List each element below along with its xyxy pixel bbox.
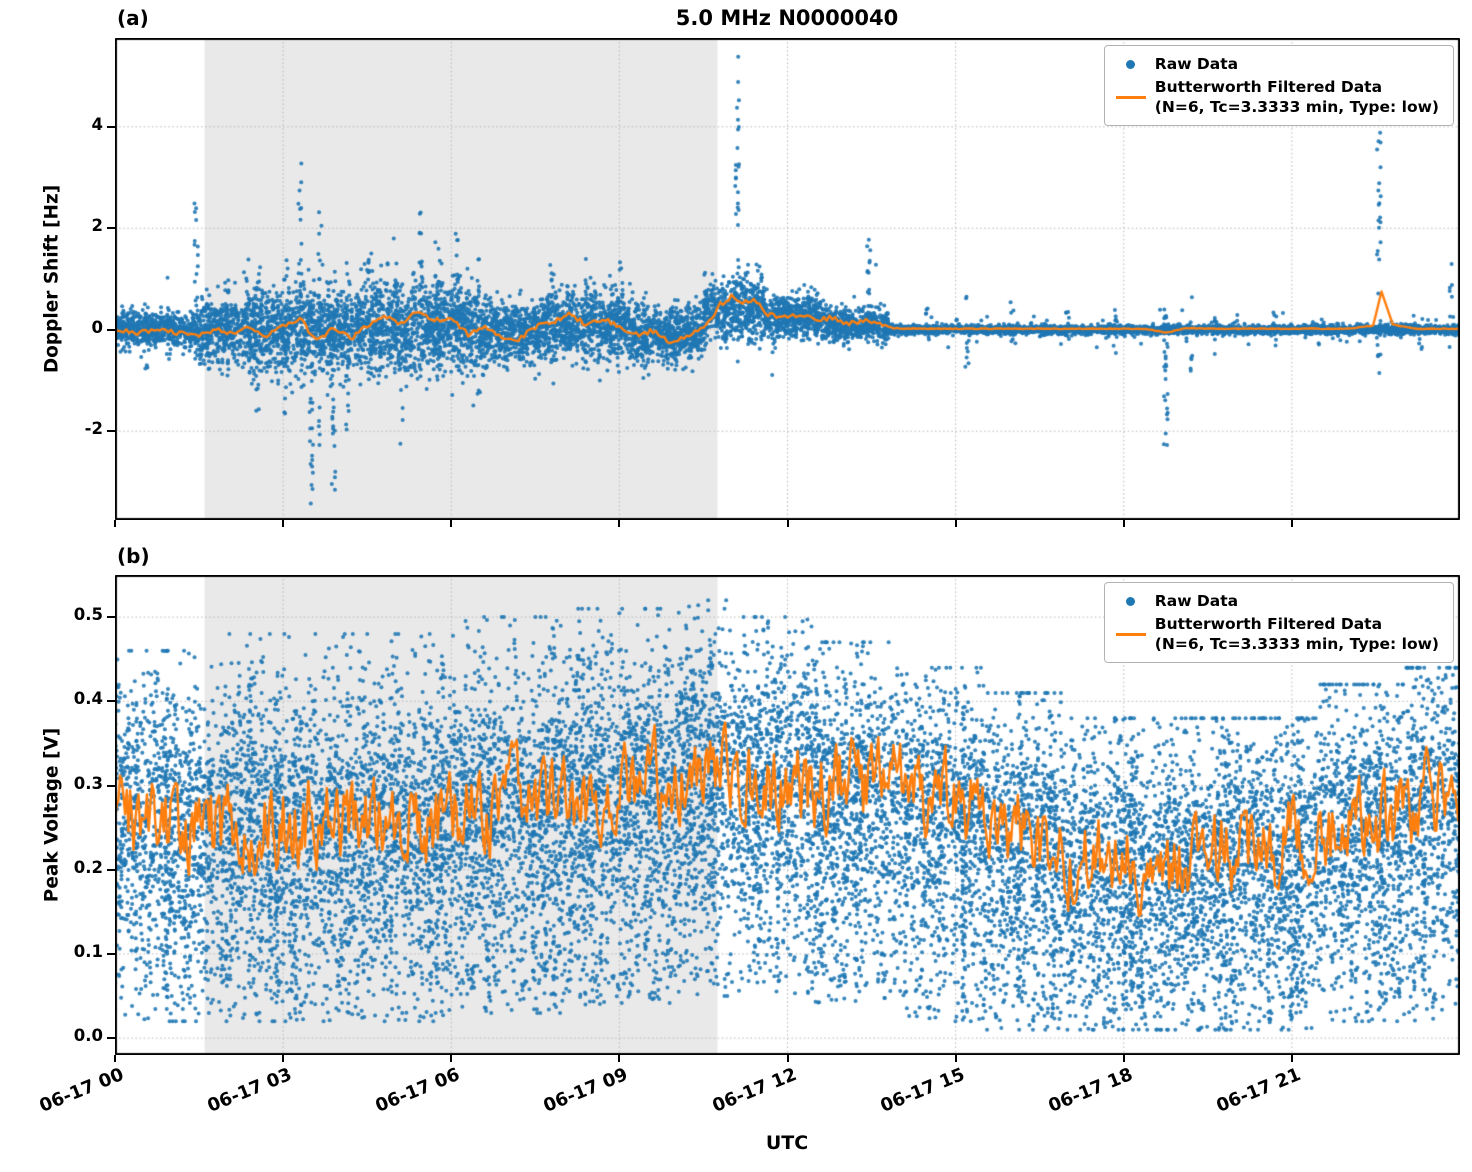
legend-voltage: Raw Data Butterworth Filtered Data (N=6,…: [1103, 582, 1454, 664]
y-tick-label: 0.2: [73, 857, 103, 877]
y-tick-mark: [107, 700, 115, 703]
y-tick-mark: [107, 227, 115, 230]
filtered-line-icon: [1115, 95, 1146, 99]
y-tick-mark: [107, 784, 115, 787]
y-tick-mark: [107, 868, 115, 871]
x-tick-mark: [954, 520, 957, 527]
x-tick-mark: [618, 520, 621, 527]
y-tick-mark: [107, 616, 115, 619]
y-tick-mark: [107, 328, 115, 331]
y-tick-mark: [107, 125, 115, 128]
x-tick-label: 06-17 21: [1213, 1064, 1304, 1117]
legend-raw-entry: Raw Data: [1115, 54, 1439, 74]
x-tick-label: 06-17 03: [204, 1064, 295, 1117]
legend-raw-entry: Raw Data: [1115, 591, 1439, 611]
plot-area-doppler: Raw Data Butterworth Filtered Data (N=6,…: [115, 38, 1460, 520]
y-tick-mark: [107, 430, 115, 433]
x-tick-label: 06-17 12: [709, 1064, 800, 1117]
y-tick-label: 0.0: [73, 1026, 103, 1046]
chart-title: 5.0 MHz N0000040: [675, 6, 899, 30]
legend-filtered-entry: Butterworth Filtered Data (N=6, Tc=3.333…: [1115, 77, 1439, 117]
raw-marker-cell: [1115, 59, 1147, 69]
x-tick-mark: [282, 520, 285, 527]
y-tick-label: 0.1: [73, 941, 103, 961]
y-tick-label: 2: [91, 216, 103, 236]
x-tick-label: 06-17 18: [1045, 1064, 1136, 1117]
x-tick-mark: [786, 1055, 789, 1062]
y-tick-label: -2: [84, 419, 103, 439]
legend-raw-label: Raw Data: [1154, 55, 1239, 73]
x-tick-mark: [1290, 520, 1293, 527]
y-tick-label: 0: [91, 317, 103, 337]
x-tick-label: 06-17 09: [540, 1064, 632, 1117]
filtered-marker-cell: [1115, 95, 1147, 99]
x-tick-mark: [450, 1055, 453, 1062]
raw-data-dot-icon: [1126, 596, 1136, 606]
legend-filtered-sub: (N=6, Tc=3.3333 min, Type: low): [1154, 635, 1439, 654]
x-tick-mark: [954, 1055, 957, 1062]
legend-filtered-label: Butterworth Filtered Data: [1154, 78, 1383, 97]
legend-filtered-text: Butterworth Filtered Data (N=6, Tc=3.333…: [1155, 77, 1439, 117]
x-tick-mark: [282, 1055, 285, 1062]
x-tick-mark: [1290, 1055, 1293, 1062]
x-tick-mark: [618, 1055, 621, 1062]
x-tick-mark: [450, 520, 453, 527]
legend-filtered-entry: Butterworth Filtered Data (N=6, Tc=3.333…: [1115, 614, 1439, 654]
x-tick-label: 06-17 00: [36, 1064, 127, 1117]
y-tick-mark: [107, 952, 115, 955]
plot-area-voltage: Raw Data Butterworth Filtered Data (N=6,…: [115, 575, 1460, 1055]
panel-b-label: (b): [117, 544, 150, 568]
legend-filtered-label: Butterworth Filtered Data: [1154, 615, 1383, 634]
x-tick-mark: [1122, 1055, 1125, 1062]
y-tick-label: 0.5: [73, 605, 103, 625]
x-tick-mark: [114, 520, 116, 527]
legend-doppler: Raw Data Butterworth Filtered Data (N=6,…: [1103, 45, 1454, 127]
legend-raw-label: Raw Data: [1154, 592, 1239, 610]
x-tick-label: 06-17 06: [372, 1064, 464, 1117]
raw-marker-cell: [1115, 596, 1147, 606]
filtered-line-icon: [1115, 632, 1146, 636]
x-tick-label: 06-17 15: [877, 1064, 968, 1117]
x-tick-mark: [114, 1055, 116, 1062]
x-tick-mark: [1122, 520, 1125, 527]
legend-filtered-text: Butterworth Filtered Data (N=6, Tc=3.333…: [1155, 614, 1439, 654]
x-axis-label: UTC: [765, 1132, 809, 1154]
raw-data-dot-icon: [1126, 59, 1136, 69]
panel-a-label: (a): [117, 6, 149, 30]
y-axis-label-doppler: Doppler Shift [Hz]: [41, 184, 63, 374]
y-tick-mark: [107, 1037, 115, 1040]
filtered-marker-cell: [1115, 632, 1147, 636]
x-tick-mark: [786, 520, 789, 527]
legend-filtered-sub: (N=6, Tc=3.3333 min, Type: low): [1154, 98, 1439, 117]
y-tick-label: 0.4: [73, 689, 103, 709]
y-tick-label: 0.3: [73, 773, 103, 793]
y-tick-label: 4: [91, 114, 103, 134]
